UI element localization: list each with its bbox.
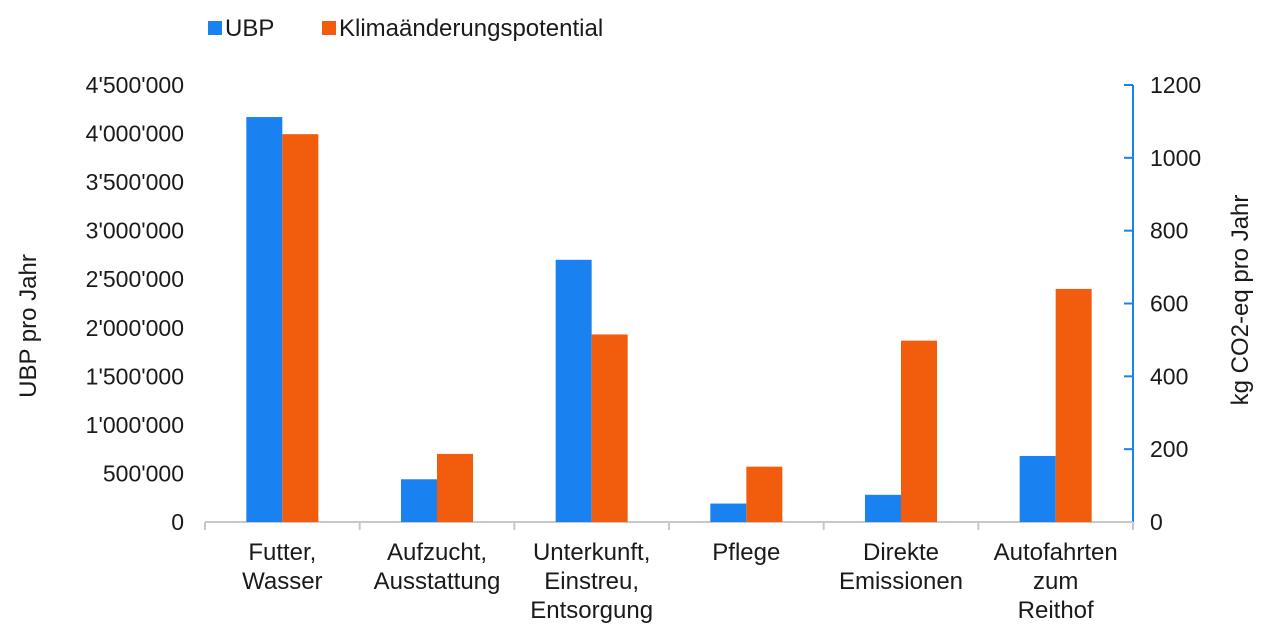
bar-klima <box>746 466 783 522</box>
category-label: Autofahrten zum Reithof <box>994 539 1118 624</box>
right-tick-label: 600 <box>1150 291 1188 317</box>
right-tick-label: 200 <box>1150 436 1188 462</box>
right-tick-label: 800 <box>1150 218 1188 244</box>
left-tick-label: 500'000 <box>103 460 184 486</box>
bar-ubp <box>401 479 437 522</box>
right-y-axis: 0 200 400 600 800 1000 1200 <box>1124 72 1201 535</box>
category-label: Aufzucht, Ausstattung <box>374 539 501 595</box>
category-label: Futter, Wasser <box>242 539 322 595</box>
left-tick-label: 3'000'000 <box>86 218 184 244</box>
left-tick-label: 1'000'000 <box>86 412 184 438</box>
left-tick-label: 2'500'000 <box>86 266 184 292</box>
bar-ubp <box>710 503 747 522</box>
left-axis-title: UBP pro Jahr <box>15 254 42 398</box>
legend-label: Klimaänderungspotential <box>339 15 603 42</box>
left-tick-label: 4'500'000 <box>86 72 184 98</box>
bar-ubp <box>1019 455 1056 522</box>
right-tick-label: 0 <box>1150 509 1163 535</box>
left-tick-label: 2'000'000 <box>86 315 184 341</box>
x-axis: Futter, Wasser Aufzucht, Ausstattung Unterku… <box>204 521 1134 624</box>
right-axis-title: kg CO2-eq pro Jahr <box>1227 195 1254 406</box>
bar-ubp <box>865 494 901 522</box>
bar-klima <box>437 453 473 522</box>
right-tick-label: 1200 <box>1150 72 1201 98</box>
bar-ubp <box>246 117 283 523</box>
category-label: Pflege <box>712 539 780 566</box>
category-label: Direkte Emissionen <box>839 539 963 595</box>
left-tick-label: 0 <box>171 509 184 535</box>
bar-klima <box>901 340 937 522</box>
right-tick-label: 1000 <box>1150 145 1201 171</box>
legend-label: UBP <box>225 15 274 42</box>
legend-swatch <box>322 21 336 35</box>
legend: UBP Klimaänderungspotential <box>208 15 603 42</box>
category-label: Unterkunft, Einstreu, Entsorgung <box>530 539 653 624</box>
bar-klima <box>1055 288 1092 522</box>
bar-klima <box>282 134 319 522</box>
bar-ubp <box>555 259 592 522</box>
legend-swatch <box>208 21 222 35</box>
bar-klima <box>591 334 628 522</box>
right-tick-label: 400 <box>1150 363 1188 389</box>
left-y-axis: 0 500'000 1'000'000 1'500'000 2'000'000 2'500… <box>86 72 184 535</box>
left-tick-label: 1'500'000 <box>86 363 184 389</box>
left-tick-label: 3'500'000 <box>86 169 184 195</box>
left-tick-label: 4'000'000 <box>86 121 184 147</box>
bars <box>246 117 1092 523</box>
